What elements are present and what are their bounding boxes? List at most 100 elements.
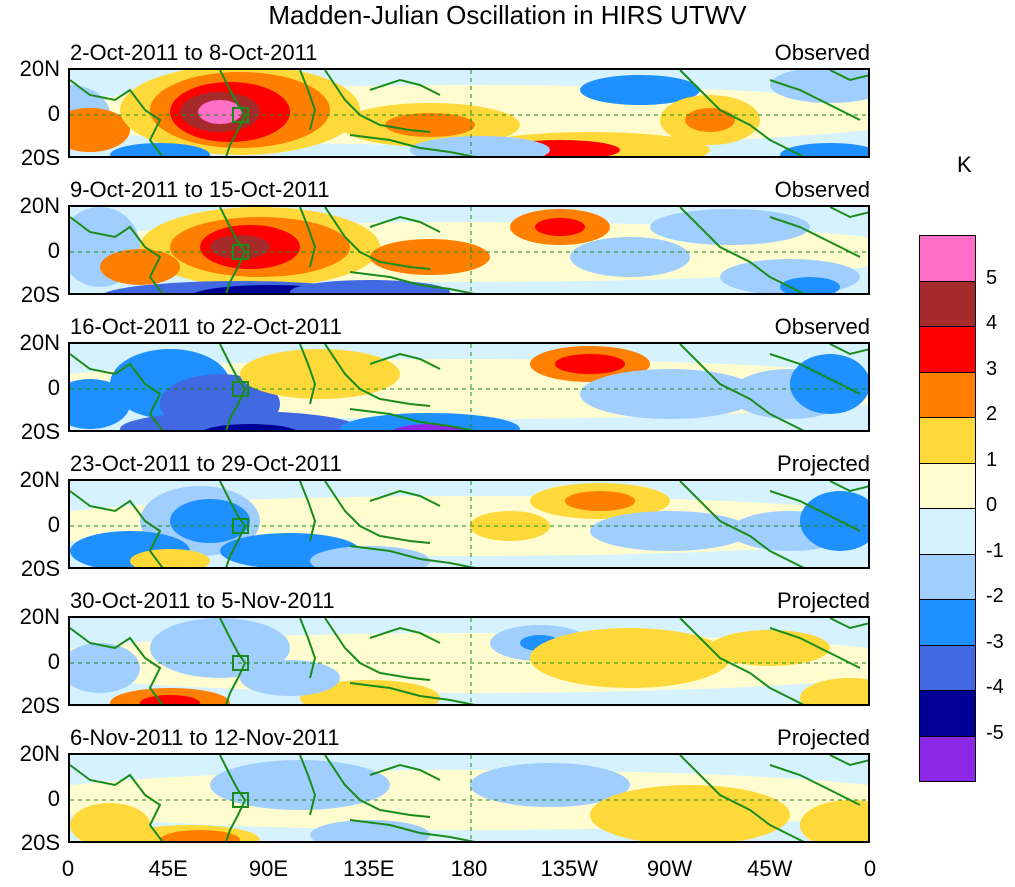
- colorbar-swatch: [920, 327, 975, 373]
- anomaly-contour: [198, 100, 242, 124]
- x-tick-label: 180: [450, 856, 488, 881]
- coastline: [324, 755, 431, 818]
- coastline: [679, 755, 805, 841]
- colorbar-label: 3: [986, 357, 998, 380]
- y-tick-label: 0: [47, 101, 60, 126]
- anomaly-field: [70, 344, 868, 430]
- coastline: [299, 207, 317, 268]
- map-panel: [68, 205, 870, 295]
- y-tick-label: 0: [47, 238, 60, 263]
- y-tick-label: 20N: [19, 56, 60, 81]
- colorbar-swatch: [920, 600, 975, 646]
- anomaly-contour: [790, 354, 868, 414]
- coastline: [769, 764, 861, 806]
- colorbar-label: -1: [986, 539, 1004, 562]
- anomaly-contour: [590, 785, 790, 841]
- coastline: [679, 481, 805, 567]
- anomaly-contour: [240, 349, 400, 399]
- anomaly-contour: [70, 379, 130, 429]
- anomaly-field: [70, 481, 868, 567]
- anomaly-contour: [580, 369, 760, 419]
- colorbar-swatch: [920, 281, 975, 327]
- y-tick-label: 20N: [19, 604, 60, 629]
- anomaly-contour: [780, 143, 868, 156]
- anomaly-map: [68, 479, 870, 569]
- colorbar-swatch: [920, 463, 975, 509]
- coastline: [679, 70, 805, 156]
- coastline: [829, 70, 868, 82]
- coastline: [369, 626, 441, 644]
- panel-status: Projected: [777, 451, 870, 476]
- colorbar-swatch: [920, 554, 975, 600]
- coastline: [769, 79, 861, 121]
- anomaly-contour: [555, 354, 625, 374]
- y-tick-label: 0: [47, 375, 60, 400]
- coastline: [769, 627, 861, 669]
- coastline: [369, 215, 441, 233]
- colorbar-unit: K: [957, 152, 972, 177]
- anomaly-map: [68, 616, 870, 706]
- colorbar-swatch: [920, 691, 975, 737]
- anomaly-contour: [770, 70, 868, 103]
- colorbar-label: -4: [986, 676, 1004, 698]
- colorbar-label: -5: [986, 721, 1004, 744]
- coastline: [829, 344, 868, 356]
- coastline: [829, 481, 868, 493]
- y-tick-label: 20S: [20, 419, 60, 444]
- panel-date-range: 6-Nov-2011 to 12-Nov-2011: [70, 725, 340, 750]
- anomaly-contour: [340, 413, 520, 430]
- coastline: [349, 682, 476, 704]
- coastline: [349, 271, 476, 293]
- panel-date-range: 2-Oct-2011 to 8-Oct-2011: [70, 40, 318, 65]
- map-panel: [68, 753, 870, 843]
- colorbar-swatch: [920, 645, 975, 691]
- anomaly-map: [68, 753, 870, 843]
- x-tick-label: 135W: [540, 856, 598, 881]
- coastline: [349, 545, 476, 567]
- coastline: [369, 489, 441, 507]
- x-tick-label: 0: [863, 856, 877, 881]
- panel-date-range: 16-Oct-2011 to 22-Oct-2011: [70, 314, 342, 339]
- coastline: [829, 207, 868, 219]
- colorbar-label: 0: [986, 494, 998, 516]
- x-tick-label: 135E: [343, 856, 395, 881]
- coastline: [70, 353, 164, 430]
- coastline: [299, 70, 317, 131]
- colorbar-label: 2: [986, 403, 998, 425]
- coastline: [369, 78, 441, 96]
- colorbar-swatch: [920, 236, 975, 282]
- coastline: [299, 481, 317, 542]
- anomaly-map: [68, 68, 870, 158]
- y-tick-label: 20N: [19, 741, 60, 766]
- coastline: [219, 481, 247, 567]
- coastline: [70, 764, 164, 841]
- anomaly-contour: [310, 820, 430, 841]
- x-tick-label: 0: [61, 856, 75, 881]
- anomaly-contour: [385, 113, 475, 137]
- panel-status: Observed: [774, 177, 870, 202]
- panel-date-range: 9-Oct-2011 to 15-Oct-2011: [70, 177, 330, 202]
- map-panel: [68, 68, 870, 158]
- anomaly-contour: [570, 237, 690, 277]
- anomaly-contour: [140, 695, 200, 704]
- anomaly-contour: [370, 239, 490, 275]
- anomaly-field: [70, 207, 868, 293]
- colorbar-swatch: [920, 372, 975, 418]
- coastline: [679, 207, 805, 293]
- coastline: [769, 490, 861, 532]
- x-tick-label: 90W: [646, 856, 693, 881]
- y-tick-label: 0: [47, 512, 60, 537]
- anomaly-map: [68, 205, 870, 295]
- coastline: [299, 755, 317, 816]
- anomaly-contour: [160, 830, 240, 841]
- coastline: [324, 70, 431, 133]
- coastline: [299, 344, 317, 405]
- anomaly-contour: [650, 209, 810, 245]
- colorbar-swatch: [920, 418, 975, 464]
- coastline: [679, 344, 805, 430]
- anomaly-contour: [470, 763, 630, 807]
- coastline: [769, 353, 861, 395]
- coastline: [219, 70, 247, 156]
- y-tick-label: 20S: [20, 282, 60, 307]
- anomaly-contour: [70, 108, 130, 152]
